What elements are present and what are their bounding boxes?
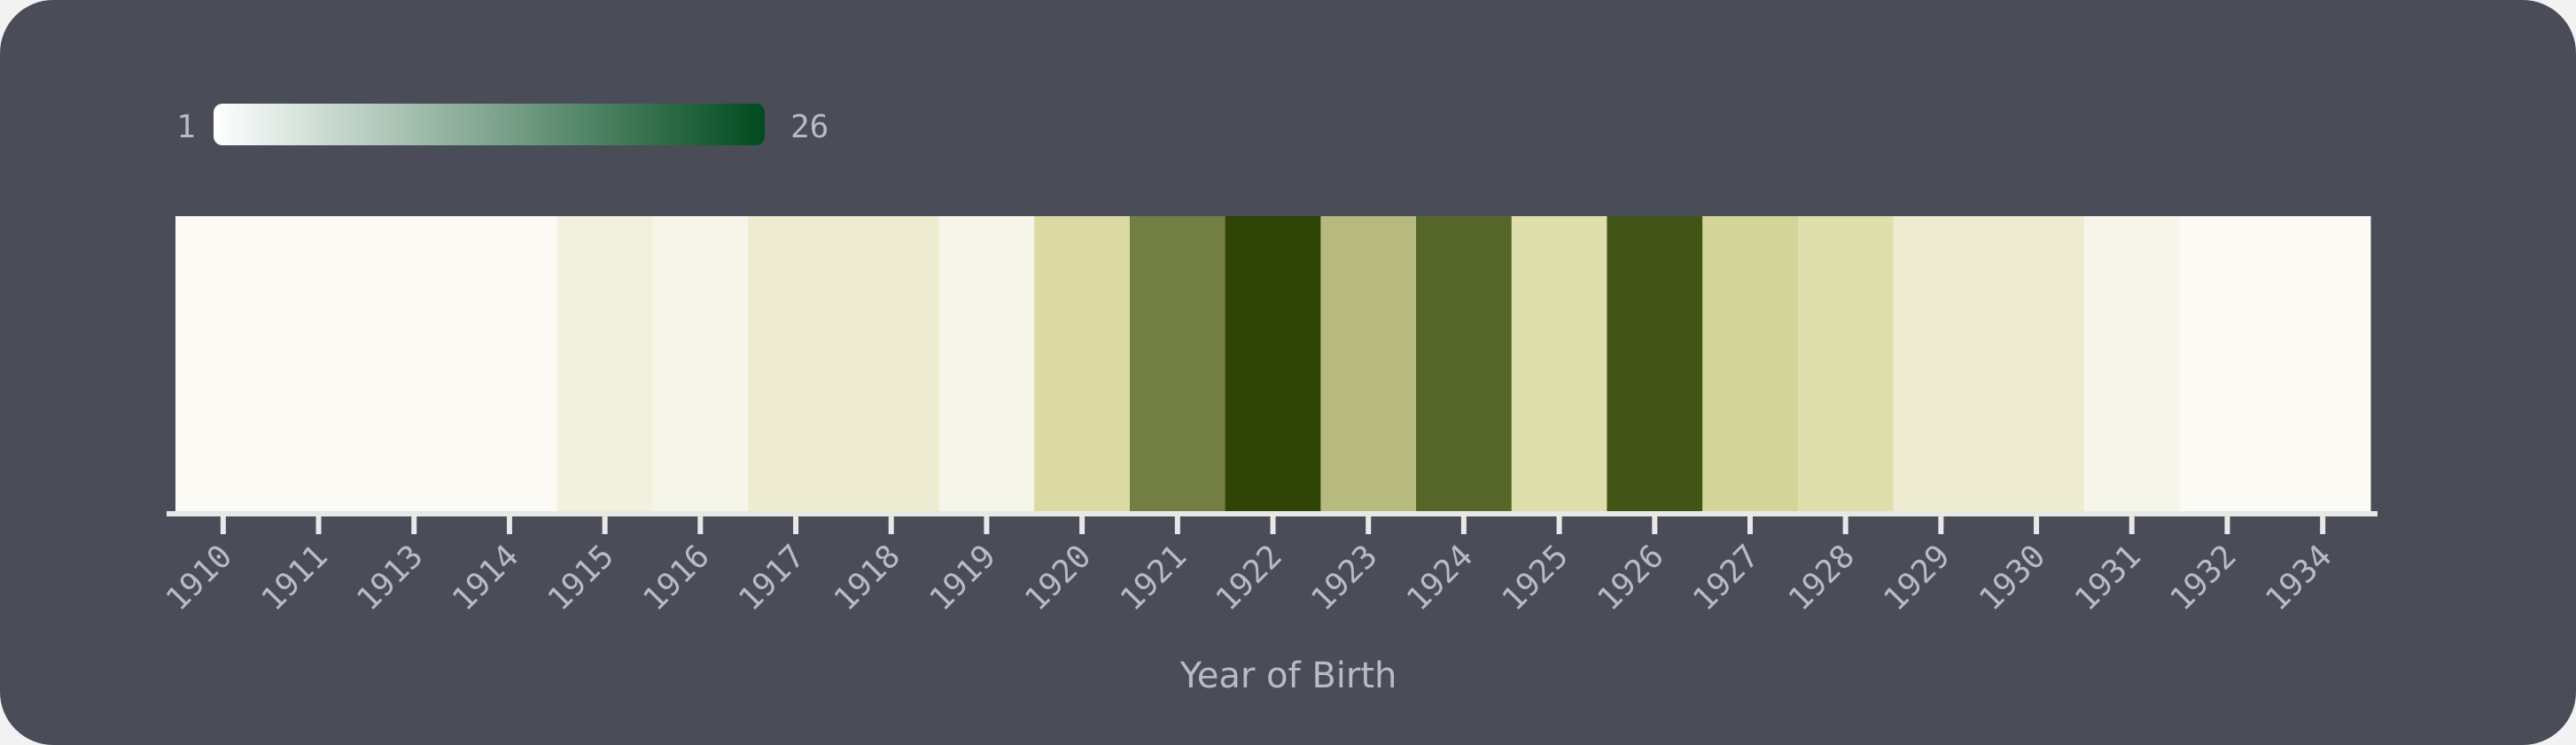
heatmap-cell-1927 xyxy=(1702,216,1799,514)
legend-min-label: 1 xyxy=(176,109,196,145)
x-tick-label-1915: 1915 xyxy=(541,538,621,617)
x-tick-label-1911: 1911 xyxy=(255,538,335,617)
x-axis-ticks xyxy=(220,514,2326,534)
x-tick-label-1926: 1926 xyxy=(1591,538,1670,617)
x-tick-label-1930: 1930 xyxy=(1973,538,2052,617)
heatmap-cell-1914 xyxy=(462,216,558,514)
heatmap-cell-1910 xyxy=(175,216,272,514)
heatmap-cell-1930 xyxy=(1988,216,2085,514)
heatmap-cell-1926 xyxy=(1607,216,1703,514)
heatmap-cell-1911 xyxy=(270,216,367,514)
heatmap-cell-1920 xyxy=(1034,216,1131,514)
x-axis-tick-labels: 1910 1911 1913 1914 1915 1916 1917 1918 1919 1920… xyxy=(160,538,2339,617)
x-tick-label-1921: 1921 xyxy=(1114,538,1194,617)
x-tick-label-1910: 1910 xyxy=(160,538,239,617)
x-tick-label-1922: 1922 xyxy=(1210,538,1289,617)
heatmap-cell-1916 xyxy=(652,216,749,514)
x-tick-label-1924: 1924 xyxy=(1400,538,1480,617)
x-tick-label-1927: 1927 xyxy=(1686,538,1766,617)
heatmap-cell-1922 xyxy=(1225,216,1321,514)
heatmap-cell-1918 xyxy=(843,216,940,514)
heatmap-cell-1928 xyxy=(1797,216,1895,514)
x-tick-label-1931: 1931 xyxy=(2068,538,2148,617)
color-legend: 1 26 xyxy=(176,104,829,145)
heatmap-cell-1929 xyxy=(1893,216,1989,514)
heatmap-cell-1924 xyxy=(1416,216,1513,514)
heatmap-cell-1932 xyxy=(2179,216,2276,514)
heatmap-cell-1915 xyxy=(556,216,653,514)
legend-max-label: 26 xyxy=(790,109,829,145)
x-tick-label-1920: 1920 xyxy=(1018,538,1098,617)
x-tick-label-1925: 1925 xyxy=(1496,538,1576,617)
x-axis-title: Year of Birth xyxy=(1179,656,1397,696)
heatmap-cell-1934 xyxy=(2275,216,2371,514)
legend-gradient-bar xyxy=(214,104,765,145)
x-tick-label-1929: 1929 xyxy=(1877,538,1957,617)
x-tick-label-1917: 1917 xyxy=(732,538,812,617)
x-tick-label-1914: 1914 xyxy=(446,538,525,617)
x-tick-label-1928: 1928 xyxy=(1782,538,1862,617)
x-tick-label-1919: 1919 xyxy=(922,538,1002,617)
x-tick-label-1923: 1923 xyxy=(1304,538,1384,617)
heatmap-cell-1913 xyxy=(366,216,463,514)
heatmap-cell-1925 xyxy=(1511,216,1607,514)
x-tick-label-1932: 1932 xyxy=(2164,538,2244,617)
heatmap-cell-1923 xyxy=(1320,216,1417,514)
x-tick-label-1934: 1934 xyxy=(2259,538,2339,617)
x-tick-label-1918: 1918 xyxy=(828,538,907,617)
heatmap-cells xyxy=(175,216,2371,514)
heatmap-cell-1921 xyxy=(1129,216,1226,514)
heatmap-cell-1931 xyxy=(2083,216,2181,514)
heatmap-cell-1917 xyxy=(748,216,844,514)
x-tick-label-1913: 1913 xyxy=(350,538,430,617)
heatmap-cell-1919 xyxy=(938,216,1035,514)
x-tick-label-1916: 1916 xyxy=(636,538,716,617)
